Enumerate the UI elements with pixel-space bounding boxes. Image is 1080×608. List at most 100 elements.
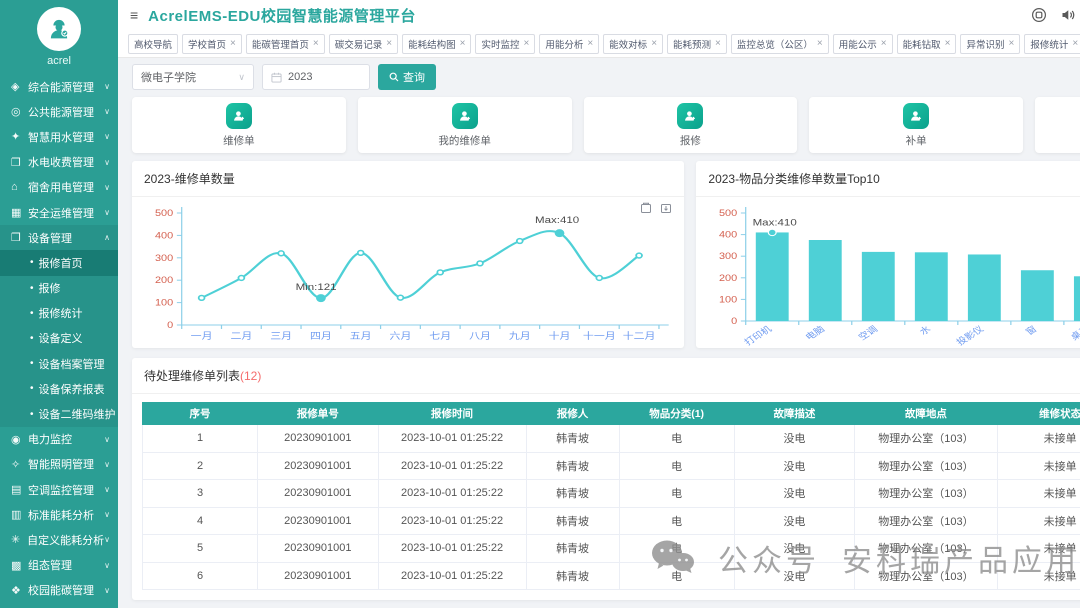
tab[interactable]: 报修统计 ×	[1024, 33, 1080, 54]
svg-text:十二月: 十二月	[623, 330, 656, 342]
sidebar-item[interactable]: ⌂ 宿舍用电管理 ∨	[0, 175, 118, 200]
tab[interactable]: 学校首页 ×	[182, 33, 242, 54]
table-cell: 没电	[733, 479, 856, 508]
table-cell: 物理办公室（103）	[854, 451, 998, 480]
quick-action-label: 报修	[679, 134, 701, 147]
sidebar-subitem-label: 设备二维码维护	[38, 409, 116, 422]
line-chart-title: 2023-维修单数量	[132, 161, 685, 197]
tab[interactable]: 用能公示 ×	[832, 33, 893, 54]
tab[interactable]: 能耗预测 ×	[667, 33, 727, 54]
device-icon: ❒	[11, 232, 21, 245]
table-cell: 韩青坡	[525, 534, 620, 563]
sidebar-item-label: 安全运维管理	[28, 207, 94, 220]
sidebar-item[interactable]: ▥ 标准能耗分析 ∨	[0, 502, 118, 527]
table-title-text: 待处理维修单列表	[144, 369, 241, 383]
sidebar-item[interactable]: ❐ 水电收费管理 ∨	[0, 150, 118, 175]
table-cell: 4	[141, 506, 259, 535]
tab-close-icon[interactable]: ×	[816, 38, 823, 49]
app-title: AcrelEMS-EDU校园智慧能源管理平台	[148, 7, 416, 25]
sidebar-item[interactable]: ✳ 自定义能耗分析 ∨	[0, 527, 118, 552]
restore-icon[interactable]	[640, 202, 652, 214]
sidebar-subitem[interactable]: • 报修统计	[0, 301, 118, 326]
tab[interactable]: 能碳管理首页 ×	[245, 33, 325, 54]
topbar-actions: 普通严重事故	[1031, 5, 1080, 25]
billing-icon: ❐	[11, 156, 21, 169]
tab-close-icon[interactable]: ×	[230, 38, 236, 49]
tab-close-icon[interactable]: ×	[1072, 38, 1079, 49]
sidebar-menu: ◈ 综合能源管理 ∨ ◎ 公共能源管理 ∨ ✦ 智慧用水管理 ∨ ❐ 水电收费管理 ∨ ⌂ 宿舍用电管理 ∨…	[0, 74, 118, 603]
standard-analysis-icon: ▥	[11, 509, 22, 522]
quick-action-card[interactable]: 补单	[809, 97, 1023, 153]
quick-action-card[interactable]: 我的维修单	[357, 97, 572, 153]
tab-close-icon[interactable]: ×	[312, 38, 319, 49]
search-button-label: 查询	[403, 72, 425, 84]
tab[interactable]: 高校导航	[128, 33, 179, 54]
table-cell: 物理办公室（103）	[854, 479, 998, 508]
table-cell: 未接单	[996, 424, 1080, 453]
tab-close-icon[interactable]: ×	[715, 38, 721, 49]
sidebar-item[interactable]: ◉ 电力监控 ∨	[0, 427, 118, 452]
sidebar-subitem[interactable]: • 设备保养报表	[0, 376, 118, 401]
sidebar-item[interactable]: ❒ 设备管理 ∧	[0, 225, 118, 251]
sidebar-subitem-label: 报修统计	[38, 308, 83, 321]
sidebar-item[interactable]: ◎ 公共能源管理 ∨	[0, 99, 118, 124]
sidebar-item[interactable]: ▦ 安全运维管理 ∨	[0, 200, 118, 225]
tab-close-icon[interactable]: ×	[880, 38, 887, 49]
table-title: 待处理维修单列表(12)	[132, 358, 1080, 394]
tab-bar: 高校导航 学校首页 × 能碳管理首页 × 碳交易记录 × 能耗结构图 × 实时监控 × 用能分析 × 能效…	[118, 30, 1080, 58]
save-image-icon[interactable]	[660, 202, 672, 214]
table-cell: 电	[618, 506, 735, 535]
sidebar-item[interactable]: ❖ 校园能碳管理 ∨	[0, 578, 118, 603]
sidebar-subitem[interactable]: • 设备档案管理	[0, 351, 118, 376]
tab-close-icon[interactable]: ×	[944, 38, 951, 49]
tab[interactable]: 实时监控 ×	[475, 33, 536, 54]
sound-icon[interactable]	[1060, 7, 1076, 23]
table-cell: 没电	[733, 534, 856, 563]
tab-close-icon[interactable]: ×	[1008, 38, 1015, 49]
quick-action-card[interactable]: 维修单	[132, 97, 346, 153]
year-input[interactable]: 2023	[262, 64, 370, 90]
svg-text:0: 0	[732, 317, 739, 327]
menu-collapse-icon[interactable]: ≡	[130, 7, 139, 23]
table-cell: 没电	[733, 506, 856, 535]
tab[interactable]: 能耗钻取 ×	[896, 33, 957, 54]
quick-action-card[interactable]: 统计查询	[1035, 97, 1080, 153]
tab-close-icon[interactable]: ×	[386, 38, 393, 49]
tab-label: 监控总览（公区）	[736, 39, 813, 51]
tab[interactable]: 异常识别 ×	[960, 33, 1021, 54]
tab[interactable]: 碳交易记录 ×	[328, 33, 399, 54]
sidebar-subitem[interactable]: • 报修首页	[0, 250, 118, 276]
pending-count: (12)	[240, 369, 262, 383]
sidebar-item[interactable]: ✦ 智慧用水管理 ∨	[0, 124, 118, 149]
chevron-down-icon: ∨	[104, 107, 110, 117]
sidebar-item[interactable]: ▩ 组态管理 ∨	[0, 553, 118, 578]
table-cell: 电	[618, 479, 735, 508]
table-row: 1 20230901001 2023-10-01 01:25:22 韩青坡电没电 物理办…	[141, 424, 1080, 453]
bullet-icon: •	[30, 358, 34, 370]
college-select[interactable]: 微电子学院 ∨	[132, 64, 254, 90]
quick-action-card[interactable]: 报修	[583, 97, 798, 153]
sidebar-item[interactable]: ▤ 空调监控管理 ∨	[0, 477, 118, 502]
tab[interactable]: 能耗结构图 ×	[402, 33, 472, 54]
sidebar-subitem[interactable]: • 设备二维码维护	[0, 401, 118, 426]
sidebar-subitem-label: 设备档案管理	[38, 358, 105, 371]
chevron-down-icon: ∨	[104, 82, 110, 92]
search-button[interactable]: 查询	[378, 64, 436, 90]
tab-close-icon[interactable]: ×	[587, 38, 594, 49]
tab-close-icon[interactable]: ×	[651, 38, 658, 49]
fullscreen-icon[interactable]	[1031, 7, 1047, 23]
tab-close-icon[interactable]: ×	[523, 38, 530, 49]
svg-text:七月: 七月	[429, 331, 451, 342]
safety-ops-icon: ▦	[11, 207, 22, 220]
tab[interactable]: 能效对标 ×	[603, 33, 664, 54]
dormitory-icon: ⌂	[11, 181, 18, 194]
sidebar-item[interactable]: ◈ 综合能源管理 ∨	[0, 74, 118, 99]
sidebar-subitem[interactable]: • 报修	[0, 276, 118, 301]
tab[interactable]: 用能分析 ×	[539, 33, 600, 54]
sidebar-item[interactable]: ✧ 智能照明管理 ∨	[0, 452, 118, 477]
sidebar-subitem[interactable]: • 设备定义	[0, 326, 118, 351]
tab[interactable]: 监控总览（公区） ×	[730, 33, 829, 54]
tab-close-icon[interactable]: ×	[459, 38, 466, 49]
